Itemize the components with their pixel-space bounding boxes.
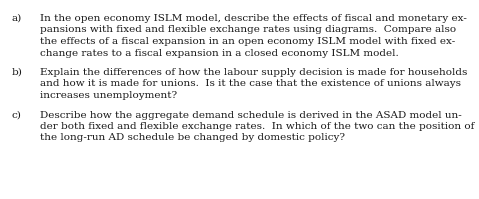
Text: der both fixed and flexible exchange rates.  In which of the two can the positio: der both fixed and flexible exchange rat… xyxy=(40,122,474,131)
Text: pansions with fixed and flexible exchange rates using diagrams.  Compare also: pansions with fixed and flexible exchang… xyxy=(40,25,456,34)
Text: b): b) xyxy=(12,68,23,77)
Text: Describe how the aggregate demand schedule is derived in the ASAD model un-: Describe how the aggregate demand schedu… xyxy=(40,110,462,120)
Text: the effects of a fiscal expansion in an open economy ISLM model with fixed ex-: the effects of a fiscal expansion in an … xyxy=(40,37,455,46)
Text: the long-run AD schedule be changed by domestic policy?: the long-run AD schedule be changed by d… xyxy=(40,134,345,142)
Text: and how it is made for unions.  Is it the case that the existence of unions alwa: and how it is made for unions. Is it the… xyxy=(40,79,461,89)
Text: Explain the differences of how the labour supply decision is made for households: Explain the differences of how the labou… xyxy=(40,68,468,77)
Text: increases unemployment?: increases unemployment? xyxy=(40,91,177,100)
Text: change rates to a fiscal expansion in a closed economy ISLM model.: change rates to a fiscal expansion in a … xyxy=(40,49,399,58)
Text: c): c) xyxy=(12,110,22,120)
Text: a): a) xyxy=(12,14,22,23)
Text: In the open economy ISLM model, describe the effects of fiscal and monetary ex-: In the open economy ISLM model, describe… xyxy=(40,14,467,23)
